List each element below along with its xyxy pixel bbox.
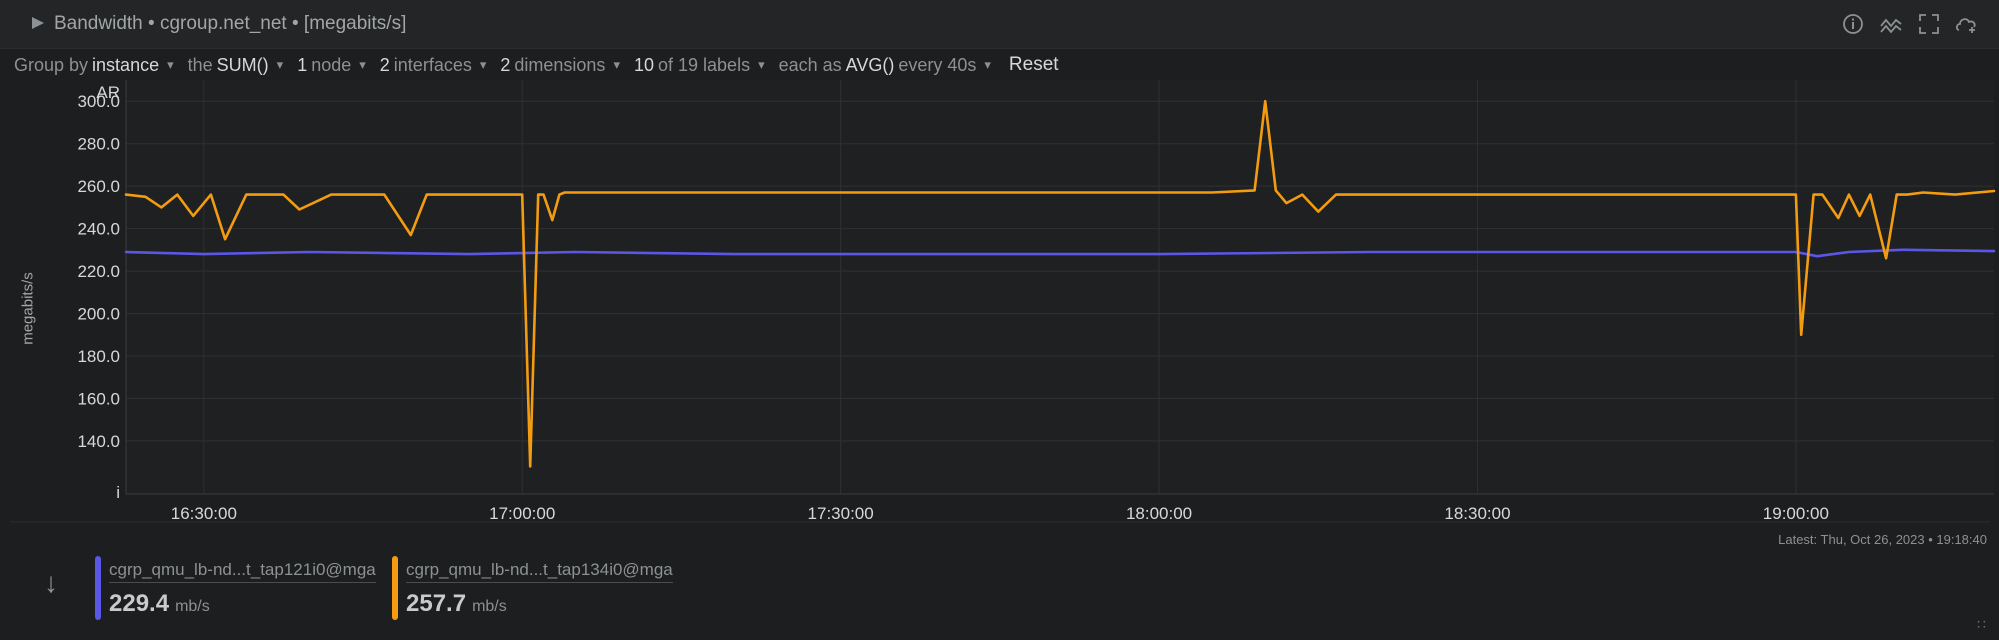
dimensions-label: dimensions <box>514 54 606 75</box>
legend-series-name: cgrp_qmu_lb-nd...t_tap121i0@mga <box>109 560 376 583</box>
line-chart[interactable]: 300.0 280.0 260.0 240.0 220.0 200.0 180.0 160.0… <box>0 0 1999 530</box>
nodes-label: node <box>311 54 352 75</box>
chart-controls: Group by instance ▾ the SUM() ▾ 1 node ▾… <box>14 52 1059 78</box>
legend-series-value: 257.7 mb/s <box>406 590 507 618</box>
y-tick-label: 160.0 <box>77 389 120 408</box>
x-tick-label: 18:30:00 <box>1444 504 1510 523</box>
legend-value-number: 229.4 <box>109 590 170 617</box>
chevron-down-icon: ▾ <box>613 57 620 72</box>
y-axis-top-label: AR <box>96 83 120 102</box>
plot-area <box>126 80 1994 494</box>
chart-series <box>124 99 1996 468</box>
x-tick-label: 16:30:00 <box>171 504 237 523</box>
aggregation-label: the <box>187 54 213 75</box>
labels-label: of 19 labels <box>658 54 751 75</box>
every-label: every 40s <box>898 54 977 75</box>
interfaces-label: interfaces <box>393 54 472 75</box>
series-line <box>124 248 1996 258</box>
chevron-down-icon: ▾ <box>359 57 366 72</box>
chevron-down-icon: ▾ <box>276 57 284 72</box>
legend-series-name: cgrp_qmu_lb-nd...t_tap134i0@mga <box>406 560 673 583</box>
legend-swatch <box>95 556 101 620</box>
title-bar: Bandwidth • cgroup.net_net • [megabits/s… <box>0 0 1999 49</box>
title-actions <box>1841 12 1979 36</box>
chart-grid <box>126 80 1994 494</box>
resize-handle-icon[interactable]: ∷ <box>1977 616 1986 632</box>
y-tick-label: 140.0 <box>77 432 120 451</box>
correlate-icon[interactable] <box>1879 12 1903 36</box>
nodes-dropdown[interactable]: 1 node ▾ <box>297 55 366 76</box>
legend-series-value: 229.4 mb/s <box>109 590 210 618</box>
x-tick-label: 17:30:00 <box>808 504 874 523</box>
x-tick-label: 17:00:00 <box>489 504 555 523</box>
chart-title: Bandwidth • cgroup.net_net • [megabits/s… <box>30 13 406 35</box>
each-label: each as <box>778 54 842 75</box>
y-tick-label: 260.0 <box>77 177 120 196</box>
y-tick-label: 180.0 <box>77 347 120 366</box>
interfaces-dropdown[interactable]: 2 interfaces ▾ <box>380 55 487 76</box>
chevron-down-icon: ▾ <box>167 57 174 72</box>
y-tick-label: 220.0 <box>77 262 120 281</box>
legend-value-unit: mb/s <box>472 598 507 615</box>
aggregation-value: SUM() <box>216 54 269 75</box>
info-icon[interactable] <box>1841 12 1865 36</box>
latest-value: Thu, Oct 26, 2023 • 19:18:40 <box>1820 532 1987 547</box>
y-tick-label: 240.0 <box>77 220 120 239</box>
labels-dropdown[interactable]: 10 of 19 labels ▾ <box>634 55 765 76</box>
dimensions-count: 2 <box>500 54 511 75</box>
dimensions-dropdown[interactable]: 2 dimensions ▾ <box>500 55 620 76</box>
y-tick-label: 200.0 <box>77 305 120 324</box>
y-axis: 300.0 280.0 260.0 240.0 220.0 200.0 180.0 160.0… <box>77 80 127 502</box>
fullscreen-icon[interactable] <box>1917 12 1941 36</box>
x-axis: 16:30:00 17:00:00 17:30:00 18:00:00 18:30:00… <box>10 493 1994 523</box>
series-line <box>124 99 1996 468</box>
legend-swatch <box>392 556 398 620</box>
group-by-value: instance <box>92 54 160 75</box>
aggregation-dropdown[interactable]: the SUM() ▾ <box>188 55 284 76</box>
group-by-label: Group by <box>14 54 89 75</box>
labels-count: 10 <box>633 54 654 75</box>
chevron-down-icon: ▾ <box>479 57 487 72</box>
x-tick-label: 18:00:00 <box>1126 504 1192 523</box>
x-tick-label: 19:00:00 <box>1763 504 1829 523</box>
y-tick-label: 300.0 <box>77 92 120 111</box>
chevron-down-icon: ▾ <box>758 57 765 72</box>
interfaces-count: 2 <box>379 54 390 75</box>
chart-type-icon <box>30 15 46 31</box>
legend-value-number: 257.7 <box>406 590 467 617</box>
latest-timestamp: Latest: Thu, Oct 26, 2023 • 19:18:40 <box>1778 532 1987 547</box>
legend-value-unit: mb/s <box>175 598 210 615</box>
y-tick-label: 280.0 <box>77 135 120 154</box>
group-by-dropdown[interactable]: Group by instance ▾ <box>14 55 174 76</box>
latest-label: Latest: <box>1778 532 1818 547</box>
chevron-down-icon: ▾ <box>984 57 991 72</box>
chart-title-text: Bandwidth • cgroup.net_net • [megabits/s… <box>54 13 407 34</box>
reset-button[interactable]: Reset <box>1008 54 1059 75</box>
nodes-count: 1 <box>297 54 308 75</box>
y-axis-bottom-label: i <box>116 483 120 502</box>
arrow-down-icon[interactable]: ↓ <box>44 567 58 598</box>
each-value: AVG() <box>845 54 895 75</box>
dashboard-add-icon[interactable] <box>1955 12 1979 36</box>
time-aggregation-dropdown[interactable]: each as AVG() every 40s ▾ <box>779 55 991 76</box>
